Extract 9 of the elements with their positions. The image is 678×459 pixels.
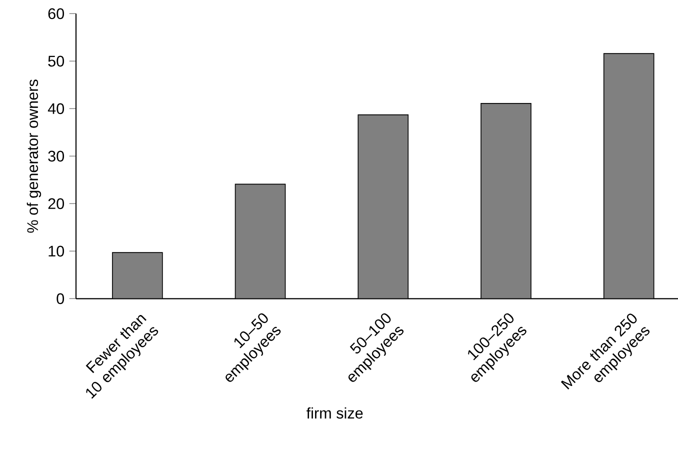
y-tick-label: 10 bbox=[48, 246, 64, 257]
x-axis-title: firm size bbox=[306, 407, 363, 419]
y-tick-label: 40 bbox=[48, 103, 64, 114]
y-tick-label: 60 bbox=[48, 8, 64, 20]
y-tick-label: 0 bbox=[56, 293, 64, 304]
y-tick-label: 50 bbox=[48, 56, 64, 67]
y-tick-label: 30 bbox=[48, 150, 64, 162]
y-axis-title: % of generator owners bbox=[26, 80, 42, 233]
y-tick-label: 20 bbox=[48, 198, 64, 210]
